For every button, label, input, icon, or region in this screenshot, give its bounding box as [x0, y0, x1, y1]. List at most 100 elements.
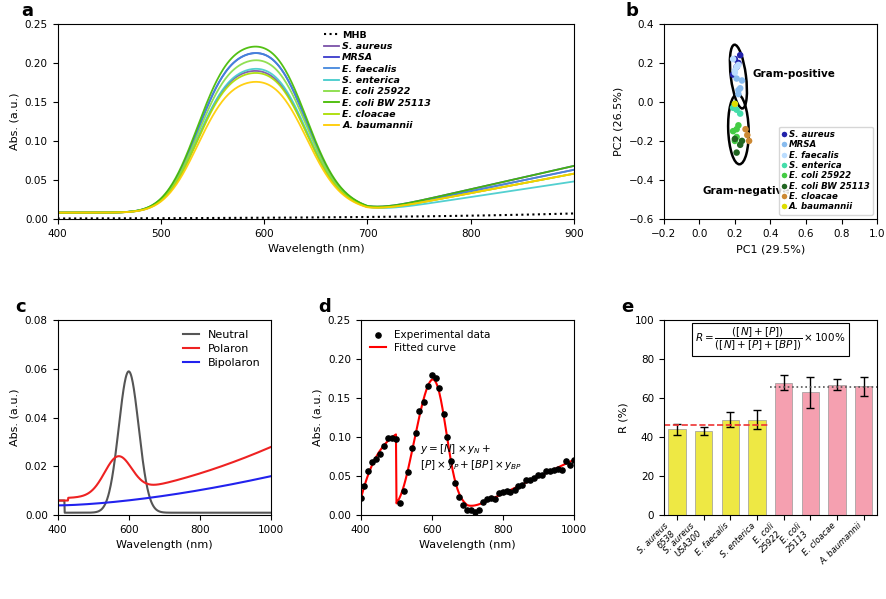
- Experimental data: [421, 381, 435, 391]
- Text: $y = [N] \times y_N +$
$[P] \times y_P + [BP] \times y_{BP}$: $y = [N] \times y_N +$ $[P] \times y_P +…: [421, 441, 523, 471]
- Experimental data: [385, 433, 400, 443]
- Fitted curve: [381, 439, 392, 446]
- Point: [731, 86, 745, 95]
- X-axis label: Wavelength (nm): Wavelength (nm): [116, 540, 213, 550]
- Point: [727, 55, 742, 64]
- Text: Gram-negative: Gram-negative: [703, 186, 790, 195]
- Point: [731, 89, 745, 99]
- Experimental data: [365, 458, 379, 467]
- Point: [729, 62, 743, 72]
- Bipolaron: [52, 502, 63, 509]
- Fitted curve: [466, 502, 477, 509]
- Experimental data: [515, 480, 529, 490]
- Experimental data: [377, 441, 392, 451]
- MHB: [331, 214, 342, 221]
- Fitted curve: [510, 484, 521, 491]
- Neutral: [266, 509, 276, 516]
- MHB: [300, 214, 311, 221]
- MHB: [569, 210, 579, 217]
- Experimental data: [429, 374, 443, 383]
- Experimental data: [480, 494, 494, 504]
- Experimental data: [511, 482, 525, 491]
- Legend: Experimental data, Fitted curve: Experimental data, Fitted curve: [366, 325, 494, 357]
- Experimental data: [496, 487, 510, 497]
- Neutral: [214, 509, 224, 516]
- Bar: [855, 386, 873, 515]
- Point: [742, 136, 756, 146]
- Line: Neutral: Neutral: [58, 371, 271, 513]
- Line: Bipolaron: Bipolaron: [58, 476, 271, 506]
- Experimental data: [535, 470, 549, 480]
- Experimental data: [389, 434, 403, 444]
- X-axis label: Wavelength (nm): Wavelength (nm): [419, 540, 516, 550]
- Experimental data: [456, 500, 470, 510]
- Point: [731, 58, 745, 68]
- Experimental data: [408, 428, 423, 438]
- Experimental data: [548, 465, 562, 474]
- Legend: S. aureus, MRSA, E. faecalis, S. enterica, E. coli 25922, E. coli BW 25113, E. c: S. aureus, MRSA, E. faecalis, S. enteric…: [779, 126, 873, 214]
- Point: [731, 120, 745, 130]
- Bipolaron: [149, 494, 159, 501]
- Point: [733, 50, 747, 60]
- Experimental data: [523, 475, 537, 485]
- Y-axis label: R (%): R (%): [618, 403, 629, 433]
- Bar: [775, 383, 792, 515]
- Y-axis label: Abs. (a.u.): Abs. (a.u.): [9, 93, 19, 150]
- Bipolaron: [266, 473, 276, 480]
- Point: [729, 132, 743, 142]
- X-axis label: PC1 (29.5%): PC1 (29.5%): [735, 244, 805, 254]
- Fitted curve: [569, 456, 579, 464]
- Polaron: [266, 443, 276, 450]
- Polaron: [178, 475, 189, 482]
- Experimental data: [357, 482, 371, 491]
- Neutral: [214, 509, 224, 516]
- Point: [731, 60, 745, 69]
- Point: [733, 140, 747, 150]
- Y-axis label: Abs. (a.u.): Abs. (a.u.): [312, 389, 323, 446]
- Legend: MHB, S. aureus, MRSA, E. faecalis, S. enterica, E. coli 25922, E. coli BW 25113,: MHB, S. aureus, MRSA, E. faecalis, S. en…: [321, 27, 435, 134]
- Fitted curve: [491, 493, 501, 500]
- Point: [727, 99, 742, 108]
- Experimental data: [468, 507, 482, 517]
- Line: Fitted curve: Fitted curve: [361, 379, 574, 506]
- Experimental data: [412, 406, 426, 416]
- Point: [729, 62, 743, 72]
- Point: [726, 55, 740, 64]
- Point: [729, 74, 743, 83]
- Experimental data: [559, 456, 573, 465]
- Experimental data: [484, 493, 498, 503]
- Experimental data: [527, 473, 541, 483]
- Fitted curve: [355, 496, 366, 503]
- Point: [729, 148, 743, 158]
- Experimental data: [432, 383, 447, 393]
- Experimental data: [444, 456, 458, 465]
- Experimental data: [397, 486, 411, 495]
- Experimental data: [354, 494, 368, 503]
- Experimental data: [452, 492, 466, 502]
- Experimental data: [543, 466, 557, 476]
- Neutral: [195, 509, 206, 516]
- Point: [727, 66, 742, 75]
- Point: [734, 136, 749, 146]
- Point: [726, 103, 740, 113]
- MHB: [360, 213, 370, 220]
- Experimental data: [500, 486, 514, 496]
- Text: b: b: [626, 2, 638, 20]
- Bipolaron: [107, 498, 118, 506]
- Point: [727, 99, 742, 108]
- Y-axis label: Abs. (a.u.): Abs. (a.u.): [10, 389, 19, 446]
- Experimental data: [405, 443, 419, 453]
- Fitted curve: [440, 425, 451, 432]
- Bar: [695, 431, 712, 515]
- Text: e: e: [621, 298, 633, 316]
- Polaron: [90, 483, 101, 491]
- Experimental data: [555, 465, 569, 475]
- Experimental data: [492, 489, 506, 498]
- Bipolaron: [213, 483, 223, 491]
- Point: [738, 125, 752, 134]
- Bipolaron: [178, 489, 189, 497]
- Experimental data: [471, 505, 486, 515]
- MHB: [556, 210, 567, 217]
- Line: MHB: MHB: [58, 213, 574, 219]
- Point: [726, 70, 740, 80]
